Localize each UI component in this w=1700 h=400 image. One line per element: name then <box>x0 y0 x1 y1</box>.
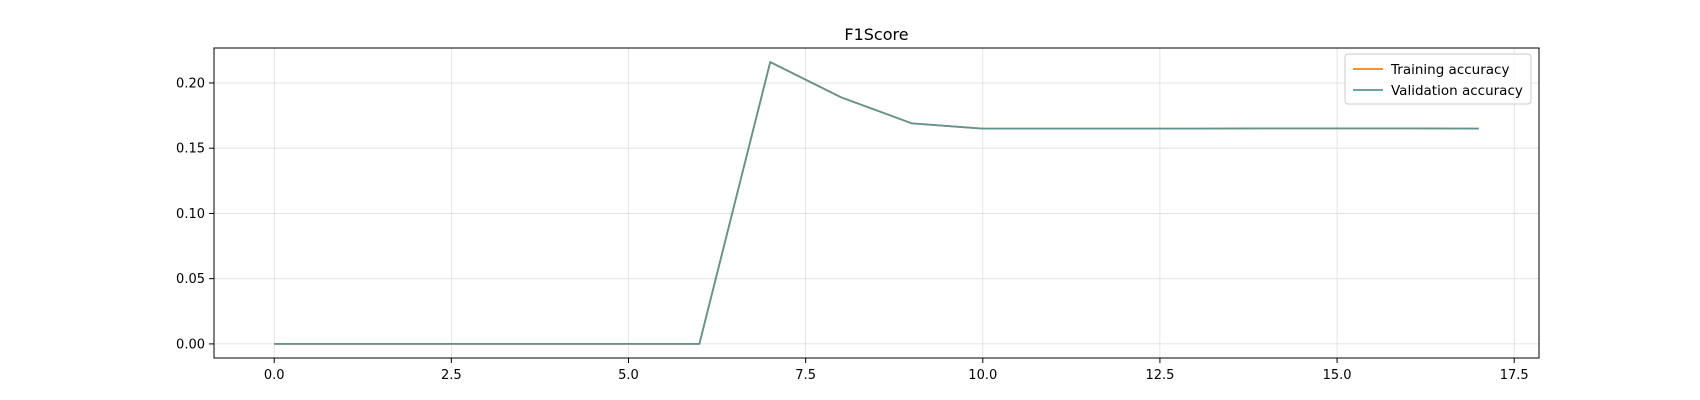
y-tick-label: 0.05 <box>176 272 205 287</box>
plot-frame <box>213 47 1540 359</box>
legend-items: Training accuracy Validation accuracy <box>1353 62 1523 99</box>
series-line-validation-accuracy <box>274 61 1479 345</box>
x-axis-ticks: 0.0 2.5 5.0 7.5 10.0 12.5 15.0 17.5 <box>264 358 1529 383</box>
x-tick-label: 12.5 <box>1145 368 1174 383</box>
legend-label-training: Training accuracy <box>1390 62 1509 78</box>
y-tick-label: 0.00 <box>176 337 205 352</box>
y-tick-label: 0.20 <box>176 76 205 91</box>
x-tick-label: 0.0 <box>264 368 285 383</box>
series-lines <box>274 61 1479 345</box>
y-tick-label: 0.15 <box>176 142 205 157</box>
x-tick-label: 17.5 <box>1500 368 1529 383</box>
x-tick-label: 5.0 <box>618 368 639 383</box>
legend-box <box>1344 53 1532 105</box>
x-tick-label: 7.5 <box>795 368 816 383</box>
legend-label-validation: Validation accuracy <box>1391 83 1523 99</box>
x-tick-label: 2.5 <box>441 368 462 383</box>
y-tick-label: 0.10 <box>176 207 205 222</box>
chart-title: F1Score <box>844 25 908 44</box>
x-tick-label: 15.0 <box>1323 368 1352 383</box>
y-axis-ticks: 0.00 0.05 0.10 0.15 0.20 <box>176 76 214 352</box>
legend: Training accuracy Validation accuracy <box>1344 53 1532 105</box>
x-tick-label: 10.0 <box>968 368 997 383</box>
